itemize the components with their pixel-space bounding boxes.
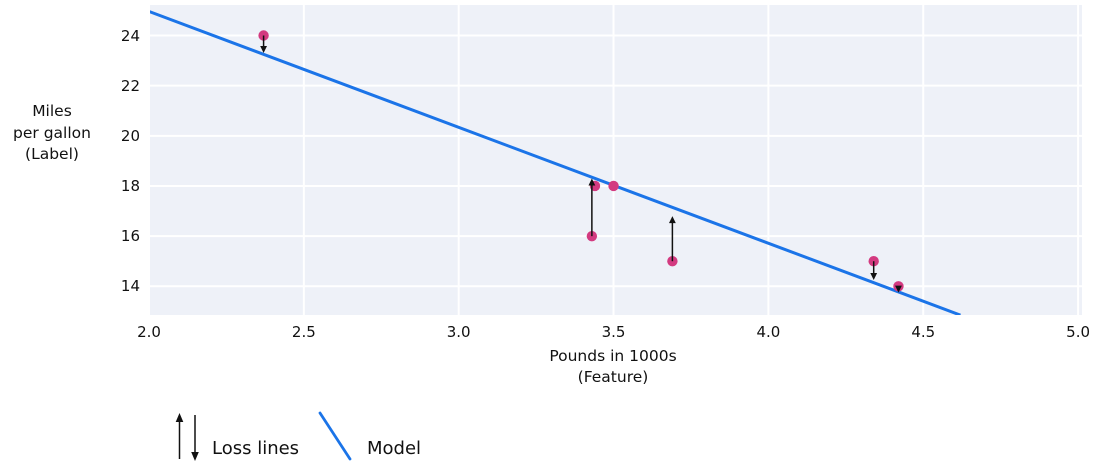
y-axis-label-line: per gallon: [13, 123, 91, 142]
x-axis-label-line: Pounds in 1000s: [549, 347, 677, 365]
loss-arrow: [870, 261, 878, 281]
x-axis-label: Pounds in 1000s (Feature): [460, 346, 766, 387]
model-line-icon: [318, 411, 352, 461]
y-tick-label: 24: [120, 26, 140, 45]
x-tick-label: 3.0: [446, 323, 471, 341]
loss-arrow: [260, 35, 267, 54]
x-tick-label: 2.0: [137, 323, 161, 341]
loss-arrow-head: [588, 178, 596, 186]
gridlines: [150, 5, 1082, 315]
loss-arrow: [668, 216, 676, 262]
x-tick-label: 4.5: [911, 323, 936, 341]
y-axis-label-line: (Label): [25, 145, 79, 163]
down-arrow-icon: [191, 415, 199, 461]
loss-lines-arrows-icon: [175, 413, 199, 461]
x-tick-label: 3.5: [601, 323, 626, 341]
y-axis-label-line: Miles: [32, 102, 72, 120]
y-tick-label: 22: [120, 76, 140, 95]
data-point: [868, 256, 879, 267]
loss-arrow: [588, 178, 596, 237]
y-tick-label: 18: [120, 176, 140, 195]
up-arrow-icon: [175, 413, 184, 459]
y-tick-label: 16: [120, 227, 140, 246]
legend-model-label: Model: [367, 438, 422, 459]
model-line-sample: [318, 411, 352, 461]
loss-arrow-head: [870, 273, 878, 281]
loss-arrow-head: [260, 46, 267, 54]
model-line-group: [150, 10, 961, 315]
y-axis-label: Miles per gallon (Label): [0, 101, 104, 166]
plot-area: [150, 5, 1082, 315]
model-line: [150, 10, 961, 315]
loss-arrow-head: [668, 216, 676, 224]
x-tick-label: 5.0: [1066, 323, 1091, 341]
data-point: [608, 180, 619, 192]
legend-loss-lines-label: Loss lines: [212, 438, 300, 459]
y-tick-label: 20: [120, 126, 140, 145]
x-tick-label: 2.5: [291, 323, 316, 341]
loss-arrow: [895, 285, 902, 293]
y-tick-label: 14: [120, 277, 140, 296]
x-tick-label: 4.0: [756, 323, 781, 341]
loss-arrow-head: [895, 285, 902, 293]
x-axis-label-line: (Feature): [577, 367, 649, 386]
